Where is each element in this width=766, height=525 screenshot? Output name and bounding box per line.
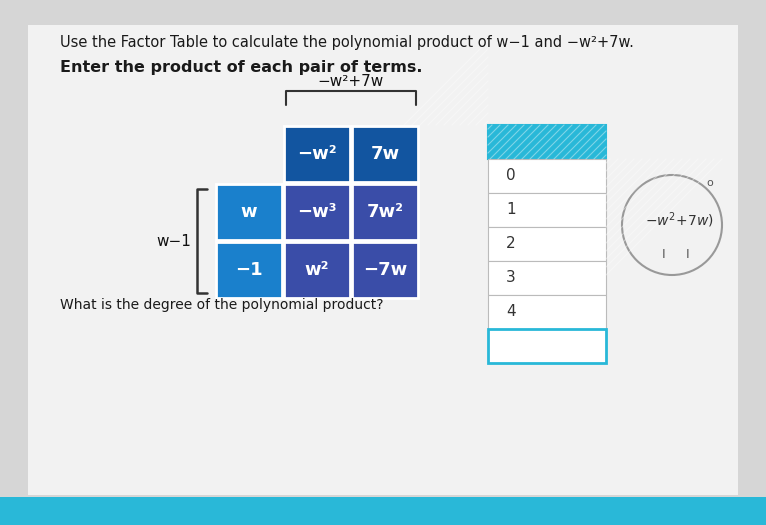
Text: 2: 2 <box>506 236 516 251</box>
Text: What is the degree of the polynomial product?: What is the degree of the polynomial pro… <box>60 298 384 312</box>
Bar <box>352 184 418 240</box>
Text: Use the Factor Table to calculate the polynomial product of w−1 and −w²+7w.: Use the Factor Table to calculate the po… <box>60 35 634 50</box>
Text: 1: 1 <box>506 203 516 217</box>
Text: 4: 4 <box>506 304 516 320</box>
Bar <box>284 126 350 182</box>
Text: 0: 0 <box>506 169 516 184</box>
Text: Enter the product of each pair of terms.: Enter the product of each pair of terms. <box>60 60 423 75</box>
Text: 3: 3 <box>506 270 516 286</box>
Text: 7w²: 7w² <box>366 203 404 221</box>
Text: −w²: −w² <box>297 145 337 163</box>
FancyBboxPatch shape <box>28 25 738 495</box>
Text: o: o <box>706 178 713 188</box>
Bar <box>488 193 606 227</box>
Bar <box>488 125 606 159</box>
Text: −w³: −w³ <box>297 203 337 221</box>
Bar <box>284 242 350 298</box>
Bar <box>488 227 606 261</box>
Text: I: I <box>686 248 690 261</box>
Text: $-w^2\!+\!7w)$: $-w^2\!+\!7w)$ <box>646 210 715 230</box>
Text: −w²+7w: −w²+7w <box>318 74 384 89</box>
Bar <box>352 126 418 182</box>
Bar <box>216 184 282 240</box>
Text: 7w: 7w <box>371 145 400 163</box>
Bar <box>216 242 282 298</box>
Text: w: w <box>241 203 257 221</box>
Text: w²: w² <box>305 261 329 279</box>
Bar <box>488 329 606 363</box>
Bar <box>488 295 606 329</box>
Bar <box>488 159 606 193</box>
Text: w−1: w−1 <box>156 234 191 248</box>
Bar <box>0 497 766 525</box>
Text: I: I <box>662 248 666 261</box>
Bar <box>352 242 418 298</box>
Text: −1: −1 <box>235 261 263 279</box>
Bar <box>284 184 350 240</box>
Bar <box>488 261 606 295</box>
Text: −7w: −7w <box>363 261 407 279</box>
